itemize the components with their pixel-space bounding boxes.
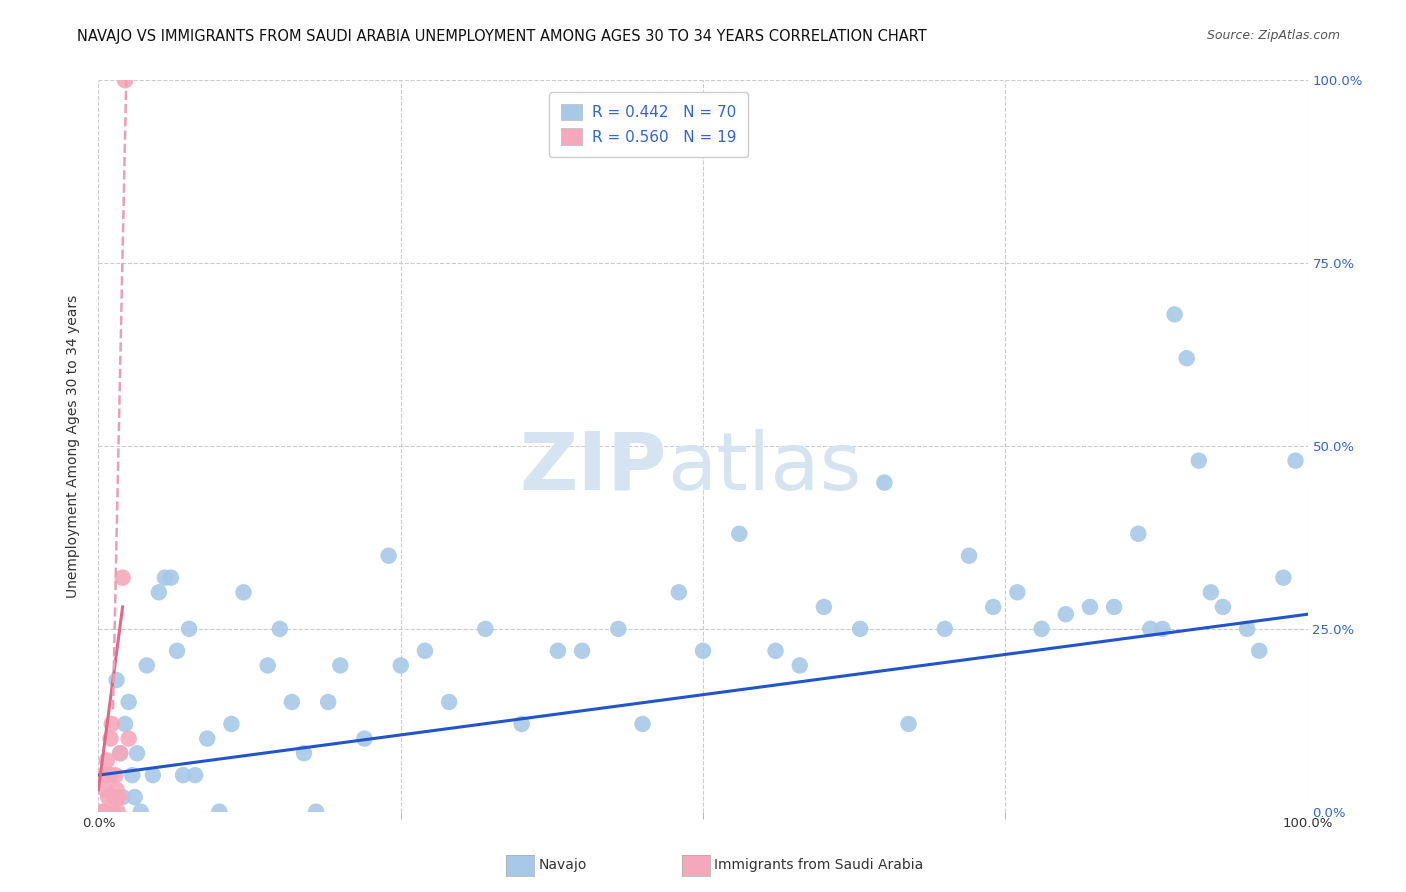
- Point: [1163, 307, 1185, 321]
- Point: [377, 549, 399, 563]
- Point: [437, 695, 460, 709]
- Text: ZIP: ZIP: [519, 429, 666, 507]
- Point: [127, 746, 149, 760]
- Point: [692, 644, 714, 658]
- Point: [98, 768, 121, 782]
- Point: [160, 571, 183, 585]
- Point: [728, 526, 751, 541]
- Point: [413, 644, 436, 658]
- Point: [100, 731, 122, 746]
- Point: [1152, 622, 1174, 636]
- Point: [789, 658, 811, 673]
- Point: [135, 658, 157, 673]
- Point: [105, 673, 128, 687]
- Point: [1284, 453, 1306, 467]
- Point: [166, 644, 188, 658]
- Point: [108, 790, 131, 805]
- Point: [94, 782, 117, 797]
- Point: [510, 717, 533, 731]
- Point: [108, 746, 131, 760]
- Point: [105, 782, 128, 797]
- Point: [103, 790, 125, 805]
- Point: [1249, 644, 1271, 658]
- Point: [91, 805, 114, 819]
- Point: [93, 805, 115, 819]
- Point: [118, 695, 141, 709]
- Point: [93, 768, 115, 782]
- Point: [153, 571, 176, 585]
- Point: [184, 768, 207, 782]
- Point: [124, 790, 146, 805]
- Point: [142, 768, 165, 782]
- Point: [114, 73, 136, 87]
- Point: [100, 768, 122, 782]
- Point: [353, 731, 375, 746]
- Point: [281, 695, 304, 709]
- Y-axis label: Unemployment Among Ages 30 to 34 years: Unemployment Among Ages 30 to 34 years: [66, 294, 80, 598]
- Point: [101, 805, 124, 819]
- Point: [100, 717, 122, 731]
- Legend: R = 0.442   N = 70, R = 0.560   N = 19: R = 0.442 N = 70, R = 0.560 N = 19: [548, 92, 748, 157]
- Point: [897, 717, 920, 731]
- Point: [208, 805, 231, 819]
- Text: Navajo: Navajo: [538, 858, 586, 872]
- Point: [1175, 351, 1198, 366]
- Point: [813, 599, 835, 614]
- Point: [111, 790, 134, 805]
- Point: [668, 585, 690, 599]
- Point: [873, 475, 896, 490]
- Point: [256, 658, 278, 673]
- Point: [329, 658, 352, 673]
- Point: [389, 658, 412, 673]
- Point: [108, 746, 131, 760]
- Point: [172, 768, 194, 782]
- Point: [292, 746, 315, 760]
- Text: Source: ZipAtlas.com: Source: ZipAtlas.com: [1206, 29, 1340, 43]
- Point: [269, 622, 291, 636]
- Point: [118, 731, 141, 746]
- Point: [305, 805, 328, 819]
- Point: [179, 622, 201, 636]
- Point: [104, 768, 127, 782]
- Point: [765, 644, 787, 658]
- Point: [96, 754, 118, 768]
- Point: [232, 585, 254, 599]
- Point: [114, 717, 136, 731]
- Point: [1139, 622, 1161, 636]
- Text: NAVAJO VS IMMIGRANTS FROM SAUDI ARABIA UNEMPLOYMENT AMONG AGES 30 TO 34 YEARS CO: NAVAJO VS IMMIGRANTS FROM SAUDI ARABIA U…: [77, 29, 927, 45]
- Point: [957, 549, 980, 563]
- Point: [107, 805, 129, 819]
- Point: [195, 731, 218, 746]
- Point: [1199, 585, 1222, 599]
- Point: [1054, 607, 1077, 622]
- Text: atlas: atlas: [666, 429, 860, 507]
- Point: [148, 585, 170, 599]
- Point: [571, 644, 593, 658]
- Point: [1212, 599, 1234, 614]
- Point: [1272, 571, 1295, 585]
- Point: [1188, 453, 1211, 467]
- Point: [631, 717, 654, 731]
- Point: [111, 571, 134, 585]
- Text: Immigrants from Saudi Arabia: Immigrants from Saudi Arabia: [714, 858, 924, 872]
- Point: [1078, 599, 1101, 614]
- Point: [1236, 622, 1258, 636]
- Point: [221, 717, 243, 731]
- Point: [934, 622, 956, 636]
- Point: [1128, 526, 1150, 541]
- Point: [129, 805, 152, 819]
- Point: [849, 622, 872, 636]
- Point: [607, 622, 630, 636]
- Point: [1102, 599, 1125, 614]
- Point: [316, 695, 339, 709]
- Point: [1007, 585, 1029, 599]
- Point: [121, 768, 143, 782]
- Point: [547, 644, 569, 658]
- Point: [474, 622, 496, 636]
- Point: [1031, 622, 1053, 636]
- Point: [981, 599, 1004, 614]
- Point: [97, 790, 120, 805]
